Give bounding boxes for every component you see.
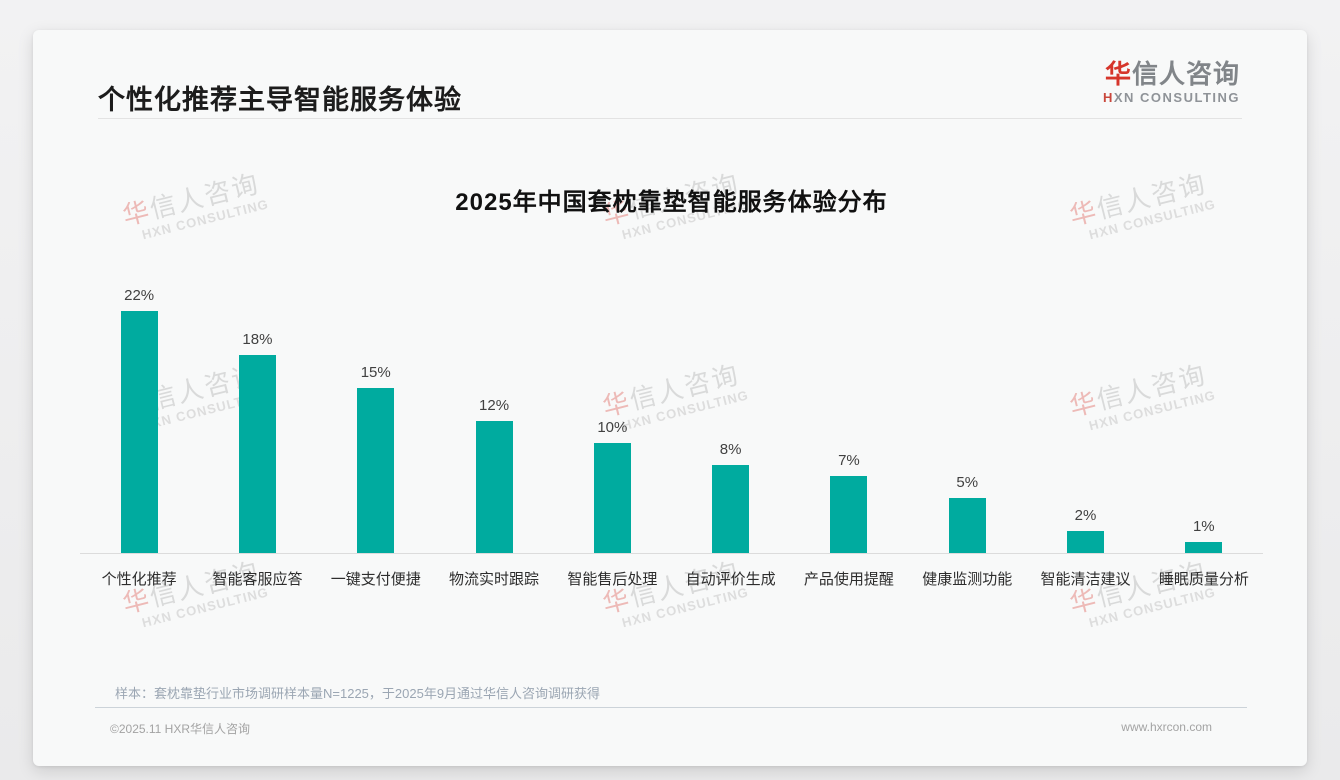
bar-value-label: 10%: [597, 419, 628, 436]
bar: [1185, 542, 1223, 553]
bar: [593, 443, 631, 553]
bar-column: 2%: [1026, 273, 1144, 553]
bar: [712, 465, 750, 553]
header-divider: [98, 118, 1242, 119]
bar: [1067, 531, 1105, 553]
bar-column: 7%: [790, 273, 908, 553]
category-label: 智能客服应答: [212, 571, 303, 588]
bar-column: 8%: [671, 273, 789, 553]
footer-divider: [95, 707, 1247, 708]
page-title: 个性化推荐主导智能服务体验: [98, 85, 462, 115]
category-label: 物流实时跟踪: [449, 571, 540, 588]
bar-column: 12%: [435, 273, 553, 553]
bar-column: 1%: [1145, 273, 1263, 553]
x-axis-line: [80, 553, 1263, 554]
brand-logo-en-accent: H: [1102, 89, 1114, 105]
bar: [238, 355, 276, 553]
category-label: 健康监测功能: [922, 571, 1013, 588]
bar-value-label: 1%: [1192, 518, 1215, 535]
brand-logo-cn-rest: 信人咨询: [1131, 59, 1240, 89]
category-label: 自动评价生成: [685, 571, 776, 588]
brand-logo-cn-accent: 华: [1104, 59, 1132, 89]
bar: [357, 388, 395, 553]
bar: [830, 476, 868, 553]
brand-logo-en-rest: XN CONSULTING: [1113, 89, 1240, 105]
bar-column: 5%: [908, 273, 1026, 553]
bar-column: 18%: [198, 273, 316, 553]
brand-logo: 华信人咨询 HXN CONSULTING: [1103, 59, 1240, 107]
category-label: 个性化推荐: [101, 571, 177, 588]
sample-note: 样本：套枕靠垫行业市场调研样本量N=1225，于2025年9月通过华信人咨询调研…: [115, 686, 601, 701]
bar-value-label: 18%: [242, 331, 273, 348]
category-label: 智能清洁建议: [1040, 571, 1131, 588]
bar: [475, 421, 513, 553]
category-label: 睡眠质量分析: [1158, 571, 1249, 588]
x-axis-labels: 个性化推荐 智能客服应答 一键支付便捷 物流实时跟踪 智能售后处理 自动评价生成 产品使用提…: [80, 568, 1263, 589]
brand-logo-en: HXN CONSULTING: [1103, 90, 1240, 107]
bar: [120, 311, 158, 553]
category-label: 智能售后处理: [567, 571, 658, 588]
bar-column: 22%: [80, 273, 198, 553]
category-label: 产品使用提醒: [803, 571, 894, 588]
bar-value-label: 7%: [838, 452, 860, 469]
chart-title: 2025年中国套枕靠垫智能服务体验分布: [455, 189, 888, 216]
bar-value-label: 2%: [1074, 507, 1097, 524]
bar-column: 10%: [553, 273, 671, 553]
bar: [948, 498, 986, 553]
bar-value-label: 22%: [124, 287, 155, 304]
brand-logo-cn: 华信人咨询: [1103, 59, 1240, 90]
category-label: 一键支付便捷: [330, 571, 421, 588]
report-slide: 华信人咨询 HXN CONSULTING 华信人咨询 HXN CONSULTING 华信…: [33, 30, 1307, 766]
bar-value-label: 15%: [360, 364, 391, 381]
footer-website: www.hxrcon.com: [1121, 720, 1212, 734]
bar-chart: 22% 18% 15% 12% 10% 8% 7% 5% 2% 1%: [80, 273, 1263, 553]
bar-value-label: 12%: [479, 397, 510, 414]
bar-value-label: 5%: [956, 474, 979, 491]
bar-column: 15%: [317, 273, 435, 553]
footer-copyright: ©2025.11 HXR华信人咨询: [110, 722, 250, 736]
bar-value-label: 8%: [719, 441, 742, 458]
